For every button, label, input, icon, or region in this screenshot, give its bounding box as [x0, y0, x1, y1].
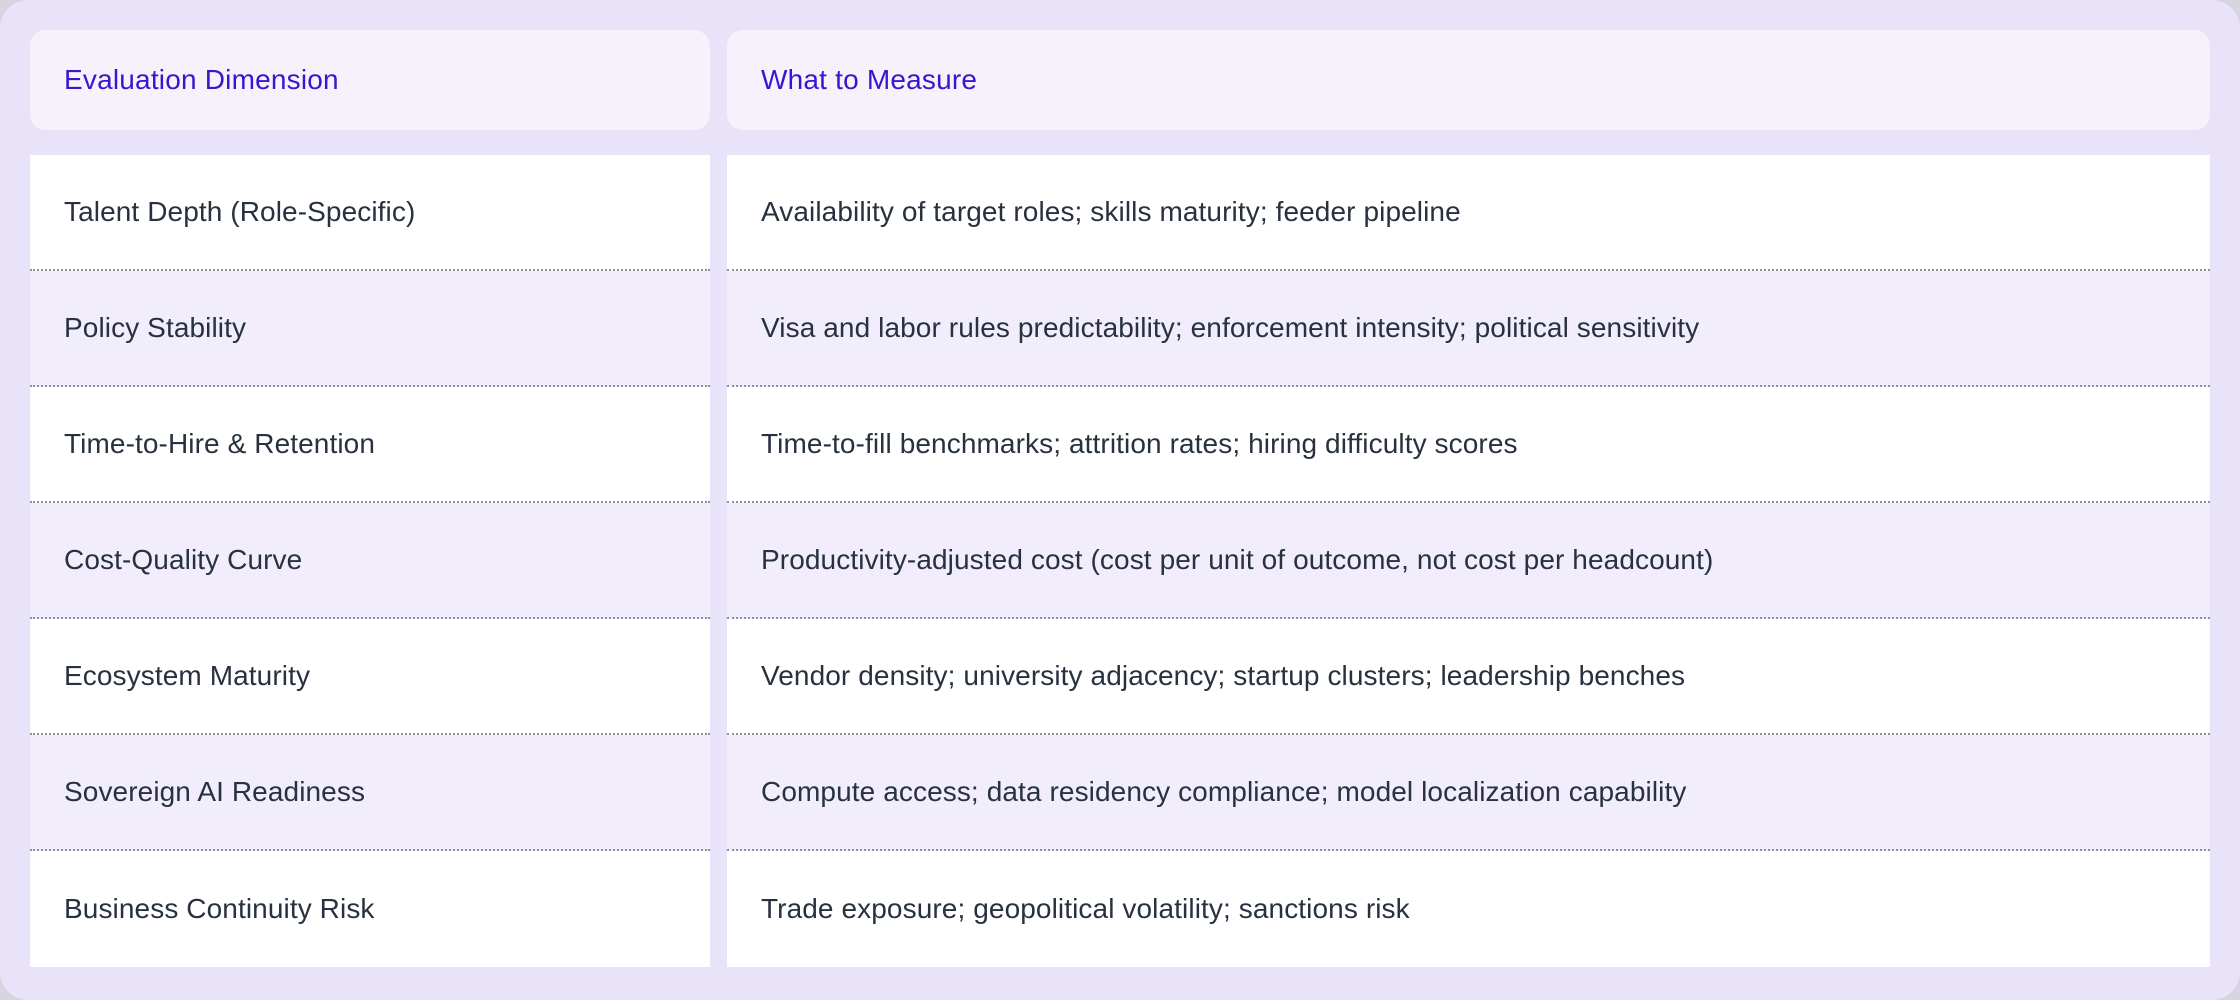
measure-column-body: Availability of target roles; skills mat… — [727, 155, 2210, 967]
dimension-column-body: Talent Depth (Role-Specific) Policy Stabi… — [30, 155, 710, 967]
measure-label: Availability of target roles; skills mat… — [761, 196, 1461, 227]
measure-cell: Availability of target roles; skills mat… — [727, 155, 2210, 271]
measure-cell: Visa and labor rules predictability; enf… — [727, 271, 2210, 387]
dimension-cell: Cost-Quality Curve — [30, 503, 710, 619]
measure-label: Compute access; data residency complianc… — [761, 776, 1687, 807]
measure-cell: Vendor density; university adjacency; st… — [727, 619, 2210, 735]
measure-label: Time-to-fill benchmarks; attrition rates… — [761, 428, 1518, 459]
measure-label: Vendor density; university adjacency; st… — [761, 660, 1686, 691]
dimension-label: Time-to-Hire & Retention — [64, 428, 376, 459]
measure-cell: Productivity-adjusted cost (cost per uni… — [727, 503, 2210, 619]
measure-label: Trade exposure; geopolitical volatility;… — [761, 893, 1410, 924]
dimension-cell: Talent Depth (Role-Specific) — [30, 155, 710, 271]
measure-label: Visa and labor rules predictability; enf… — [761, 312, 1700, 343]
column-header-what-to-measure: What to Measure — [727, 30, 2210, 130]
measure-label: Productivity-adjusted cost (cost per uni… — [761, 544, 1714, 575]
column-header-evaluation-dimension: Evaluation Dimension — [30, 30, 710, 130]
dimension-label: Cost-Quality Curve — [64, 544, 303, 575]
dimension-label: Business Continuity Risk — [64, 893, 375, 924]
dimension-label: Policy Stability — [64, 312, 247, 343]
measure-cell: Compute access; data residency complianc… — [727, 735, 2210, 851]
dimension-cell: Sovereign AI Readiness — [30, 735, 710, 851]
measure-cell: Time-to-fill benchmarks; attrition rates… — [727, 387, 2210, 503]
dimension-label: Ecosystem Maturity — [64, 660, 311, 691]
table-body: Talent Depth (Role-Specific) Policy Stabi… — [30, 155, 2210, 967]
dimension-label: Talent Depth (Role-Specific) — [64, 196, 416, 227]
dimension-label: Sovereign AI Readiness — [64, 776, 366, 807]
dimension-cell: Business Continuity Risk — [30, 851, 710, 967]
table-header-row: Evaluation Dimension What to Measure — [30, 30, 2210, 155]
dimension-cell: Policy Stability — [30, 271, 710, 387]
dimension-cell: Time-to-Hire & Retention — [30, 387, 710, 503]
column-header-label: Evaluation Dimension — [64, 64, 339, 95]
dimension-cell: Ecosystem Maturity — [30, 619, 710, 735]
measure-cell: Trade exposure; geopolitical volatility;… — [727, 851, 2210, 967]
column-header-label: What to Measure — [761, 64, 978, 95]
